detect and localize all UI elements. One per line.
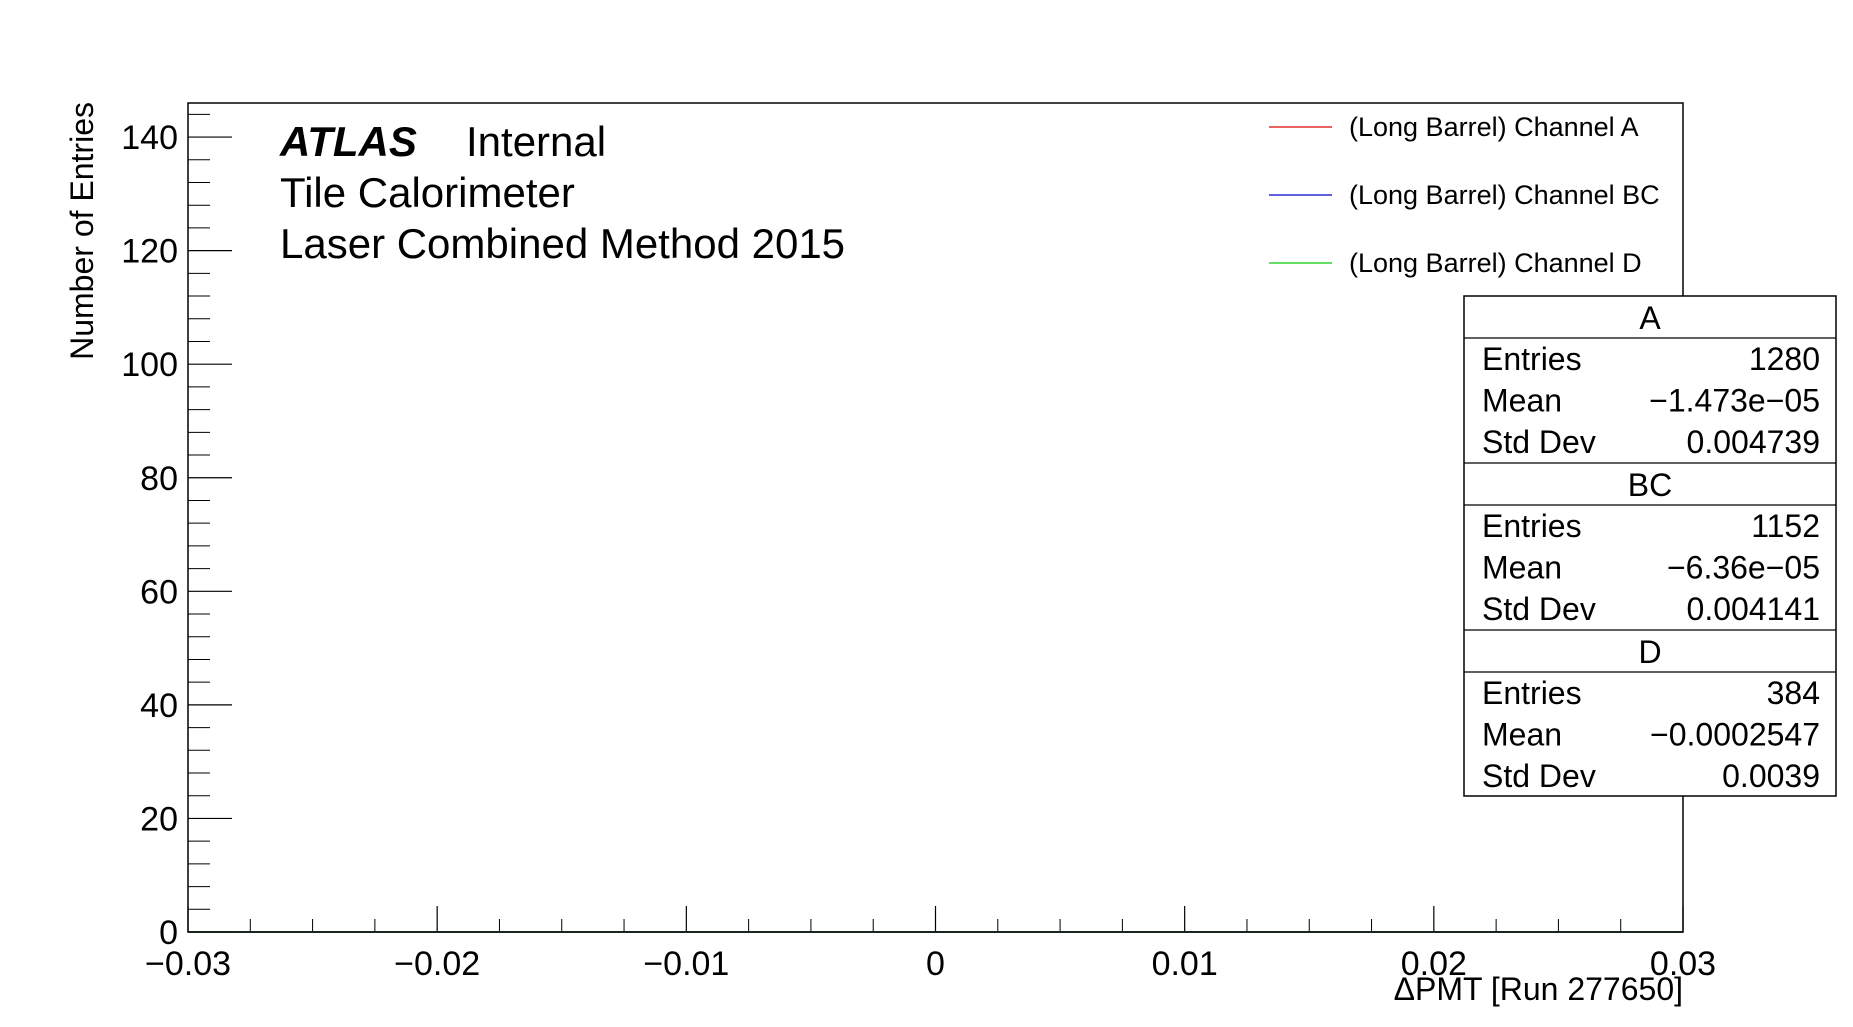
stats-row-label: Entries (1482, 508, 1582, 544)
legend: (Long Barrel) Channel A (Long Barrel) Cha… (1269, 112, 1660, 278)
stats-row-label: Mean (1482, 550, 1562, 586)
stats-row-value: −6.36e−05 (1667, 550, 1820, 586)
x-tick-label: 0.01 (1152, 945, 1218, 983)
stats-row-label: Std Dev (1482, 591, 1596, 627)
x-tick-label: −0.02 (394, 945, 480, 983)
stats-row-value: −1.473e−05 (1649, 383, 1820, 419)
stats-D-title: D (1638, 634, 1661, 670)
stats-row-value: −0.0002547 (1650, 717, 1820, 753)
stats-row-label: Entries (1482, 675, 1582, 711)
atlas-header: ATLAS Internal Tile Calorimeter Laser Co… (279, 118, 845, 267)
stats-box: A Entries 1280 Mean −1.473e−05 Std Dev 0.00473… (1463, 295, 1837, 797)
y-tick-label: 120 (121, 233, 178, 271)
stats-box-frame (1463, 295, 1837, 797)
axis-labels: −0.03 −0.02 −0.01 0 0.01 0.02 0.03 0 20 40 60 80 100… (121, 119, 1716, 983)
y-tick-label: 40 (140, 687, 178, 725)
stats-row-value: 0.004739 (1687, 424, 1820, 460)
y-tick-label: 100 (121, 346, 178, 384)
y-tick-label: 20 (140, 800, 178, 838)
y-axis-title: Number of Entries (64, 102, 100, 360)
stats-row-value: 1152 (1751, 508, 1820, 544)
stats-BC-title: BC (1628, 467, 1672, 503)
stats-row-label: Std Dev (1482, 424, 1596, 460)
x-tick-label: 0.02 (1401, 945, 1467, 983)
stats-row-value: 384 (1767, 675, 1820, 711)
x-tick-label: 0 (926, 945, 945, 983)
y-tick-label: 80 (140, 460, 178, 498)
stats-row-label: Entries (1482, 341, 1582, 377)
header-line-3: Laser Combined Method 2015 (280, 220, 845, 267)
x-tick-label: −0.03 (145, 945, 231, 983)
y-tick-label: 60 (140, 573, 178, 611)
stats-row-label: Std Dev (1482, 758, 1596, 794)
legend-BC-label: (Long Barrel) Channel BC (1349, 180, 1660, 210)
stats-row-value: 0.0039 (1722, 758, 1820, 794)
stats-row-label: Mean (1482, 717, 1562, 753)
x-axis-title: ΔPMT [Run 277650] (1394, 971, 1683, 1007)
stats-row-value: 1280 (1749, 341, 1820, 377)
header-line-2: Tile Calorimeter (280, 169, 575, 216)
stats-row-value: 0.004141 (1687, 591, 1820, 627)
stats-A-title: A (1639, 300, 1661, 336)
stats-row-label: Mean (1482, 383, 1562, 419)
x-tick-label: −0.01 (643, 945, 729, 983)
atlas-label: ATLAS (279, 118, 417, 165)
y-tick-label: 0 (159, 914, 178, 952)
internal-label: Internal (466, 118, 606, 165)
y-tick-label: 140 (121, 119, 178, 157)
legend-D-label: (Long Barrel) Channel D (1349, 248, 1642, 278)
x-tick-label: 0.03 (1650, 945, 1716, 983)
legend-A-label: (Long Barrel) Channel A (1349, 112, 1639, 142)
